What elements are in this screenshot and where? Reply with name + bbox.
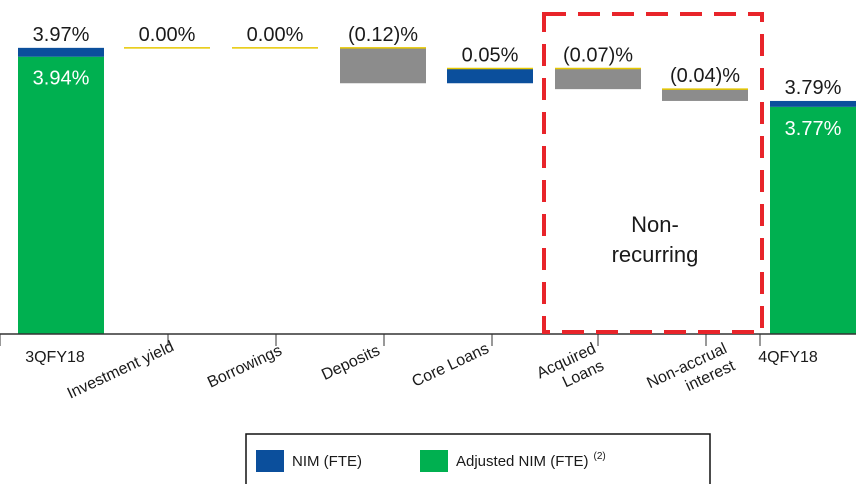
legend-label-nim-fte-: NIM (FTE) <box>292 453 362 470</box>
category-label-line: 3QFY18 <box>25 349 85 366</box>
non-recurring-annotation: Non-recurring <box>542 12 764 334</box>
bars-layer <box>18 47 856 334</box>
legend-swatch-adjusted-nim-fte- <box>420 450 448 472</box>
bar-adjusted-nim-4qfy18 <box>770 106 856 334</box>
category-label-investment-yield: Investment yield <box>65 338 177 402</box>
value-label-core-loans: 0.05% <box>462 45 519 67</box>
x-axis-ticks <box>0 334 761 346</box>
category-label-line: 4QFY18 <box>758 349 818 366</box>
inner-label-4qfy18: 3.77% <box>785 118 842 140</box>
value-labels-layer: 3.97% 3.94% 0.00% 0.00% (0.12)% 0.05% (0.07)% (… <box>33 24 842 140</box>
legend-label-adjusted-nim-fte-: Adjusted NIM (FTE) (2) <box>456 451 606 470</box>
category-label-core-loans: Core Loans <box>410 340 492 390</box>
category-label-line: Investment yield <box>65 338 177 402</box>
value-label-4qfy18: 3.79% <box>785 77 842 99</box>
value-label-acquired-loans: (0.07)% <box>563 45 633 67</box>
bar-nim-3qfy18 <box>18 47 104 57</box>
bar-adjusted-nim-3qfy18 <box>18 56 104 334</box>
legend-superscript: (2) <box>594 451 606 462</box>
category-label-acquired-loans: AcquiredLoans <box>534 340 606 399</box>
bar-delta-acquired-loans <box>555 68 641 90</box>
inner-label-3qfy18: 3.94% <box>33 68 90 90</box>
legend-label-text: Adjusted NIM (FTE) <box>456 453 589 470</box>
category-label-4qfy18: 4QFY18 <box>758 349 818 366</box>
category-label-non-accrual-interest: Non-accrualinterest <box>644 340 738 409</box>
value-label-deposits: (0.12)% <box>348 24 418 46</box>
value-label-3qfy18: 3.97% <box>33 24 90 46</box>
value-label-investment-yield: 0.00% <box>139 24 196 46</box>
non-recurring-label-line: recurring <box>612 242 699 267</box>
category-label-line: Deposits <box>319 342 383 384</box>
legend-swatch-nim-fte- <box>256 450 284 472</box>
non-recurring-box <box>542 12 764 334</box>
value-label-non-accrual-interest: (0.04)% <box>670 65 740 87</box>
bar-delta-non-accrual-interest <box>662 89 748 101</box>
category-label-line: Borrowings <box>205 342 285 391</box>
legend-frame <box>245 433 711 484</box>
category-label-borrowings: Borrowings <box>205 342 285 391</box>
bar-delta-deposits <box>340 47 426 84</box>
value-label-borrowings: 0.00% <box>247 24 304 46</box>
category-label-deposits: Deposits <box>319 342 383 384</box>
category-label-3qfy18: 3QFY18 <box>25 349 85 366</box>
bar-delta-core-loans <box>447 68 533 84</box>
category-label-line: Core Loans <box>410 340 492 390</box>
legend-label-text: NIM (FTE) <box>292 453 362 470</box>
non-recurring-label: Non-recurring <box>612 212 699 267</box>
legend: NIM (FTE) Adjusted NIM (FTE) (2) <box>245 433 711 484</box>
non-recurring-label-line: Non- <box>631 212 679 237</box>
bar-nim-4qfy18 <box>770 100 856 107</box>
